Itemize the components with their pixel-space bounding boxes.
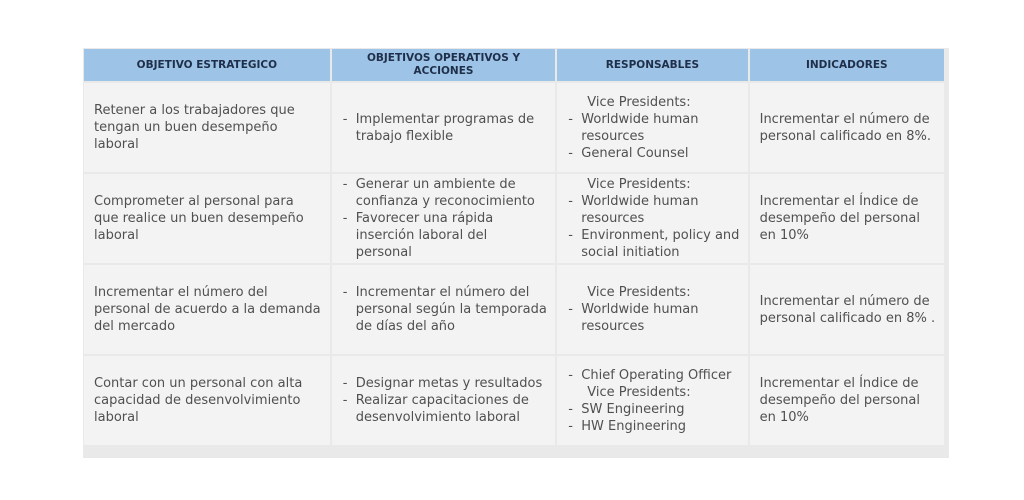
accion-item: Incrementar el número del personal según… bbox=[342, 284, 548, 335]
responsables-list: Vice Presidents:Worldwide human resource… bbox=[567, 284, 739, 335]
header-responsables: RESPONSABLES bbox=[557, 49, 748, 81]
header-objetivo-estrategico: OBJETIVO ESTRATEGICO bbox=[84, 49, 330, 81]
cell-objetivo-estrategico: Contar con un personal con alta capacida… bbox=[84, 356, 330, 445]
cell-acciones: Implementar programas de trabajo flexibl… bbox=[331, 83, 556, 172]
cell-responsables: Vice Presidents:Worldwide human resource… bbox=[557, 83, 748, 172]
cell-responsables: Vice Presidents:Worldwide human resource… bbox=[557, 174, 748, 263]
cell-indicador: Incrementar el Índice de desempeño del p… bbox=[749, 356, 944, 445]
accion-item: Favorecer una rápida inserción laboral d… bbox=[342, 210, 548, 261]
acciones-list: Generar un ambiente de confianza y recon… bbox=[342, 176, 548, 261]
responsable-item: SW Engineering bbox=[567, 401, 739, 418]
cell-acciones: Generar un ambiente de confianza y recon… bbox=[331, 174, 556, 263]
responsable-item: General Counsel bbox=[567, 145, 739, 162]
responsable-item: Environment, policy and social initiatio… bbox=[567, 227, 739, 261]
responsable-item: Worldwide human resources bbox=[567, 193, 739, 227]
responsable-item: Worldwide human resources bbox=[567, 301, 739, 335]
cell-acciones: Incrementar el número del personal según… bbox=[331, 265, 556, 354]
responsables-list: Vice Presidents:Worldwide human resource… bbox=[567, 94, 739, 162]
table-header-row: OBJETIVO ESTRATEGICO OBJETIVOS OPERATIVO… bbox=[84, 49, 944, 81]
responsable-item: Worldwide human resources bbox=[567, 111, 739, 145]
cell-objetivo-estrategico: Incrementar el número del personal de ac… bbox=[84, 265, 330, 354]
responsables-list: Vice Presidents:Worldwide human resource… bbox=[567, 176, 739, 261]
cell-objetivo-estrategico: Retener a los trabajadores que tengan un… bbox=[84, 83, 330, 172]
accion-item: Implementar programas de trabajo flexibl… bbox=[342, 111, 548, 145]
cell-indicador: Incrementar el número de personal califi… bbox=[749, 265, 944, 354]
acciones-list: Incrementar el número del personal según… bbox=[342, 284, 548, 335]
responsable-group-label: Vice Presidents: bbox=[587, 94, 691, 110]
header-indicadores: INDICADORES bbox=[749, 49, 944, 81]
table-row: Incrementar el número del personal de ac… bbox=[84, 265, 944, 354]
responsable-group-label: Vice Presidents: bbox=[587, 384, 691, 400]
table-row: Comprometer al personal para que realice… bbox=[84, 174, 944, 263]
accion-item: Designar metas y resultados bbox=[342, 375, 548, 392]
responsable-item: HW Engineering bbox=[567, 418, 739, 435]
header-objetivos-operativos: OBJETIVOS OPERATIVOS Y ACCIONES bbox=[331, 49, 556, 81]
cell-indicador: Incrementar el número de personal califi… bbox=[749, 83, 944, 172]
strategy-table: OBJETIVO ESTRATEGICO OBJETIVOS OPERATIVO… bbox=[82, 47, 946, 447]
strategy-table-container: OBJETIVO ESTRATEGICO OBJETIVOS OPERATIVO… bbox=[83, 48, 949, 458]
table-row: Retener a los trabajadores que tengan un… bbox=[84, 83, 944, 172]
acciones-list: Implementar programas de trabajo flexibl… bbox=[342, 111, 548, 145]
table-body: Retener a los trabajadores que tengan un… bbox=[84, 83, 944, 445]
accion-item: Realizar capacitaciones de desenvolvimie… bbox=[342, 392, 548, 426]
accion-item: Generar un ambiente de confianza y recon… bbox=[342, 176, 548, 210]
acciones-list: Designar metas y resultadosRealizar capa… bbox=[342, 375, 548, 426]
responsable-group-label: Vice Presidents: bbox=[587, 177, 691, 192]
cell-responsables: Vice Presidents:Worldwide human resource… bbox=[557, 265, 748, 354]
cell-objetivo-estrategico: Comprometer al personal para que realice… bbox=[84, 174, 330, 263]
cell-indicador: Incrementar el Índice de desempeño del p… bbox=[749, 174, 944, 263]
responsable-group-label: Vice Presidents: bbox=[587, 285, 691, 300]
cell-acciones: Designar metas y resultadosRealizar capa… bbox=[331, 356, 556, 445]
table-row: Contar con un personal con alta capacida… bbox=[84, 356, 944, 445]
responsable-item: Chief Operating Officer bbox=[567, 367, 739, 384]
